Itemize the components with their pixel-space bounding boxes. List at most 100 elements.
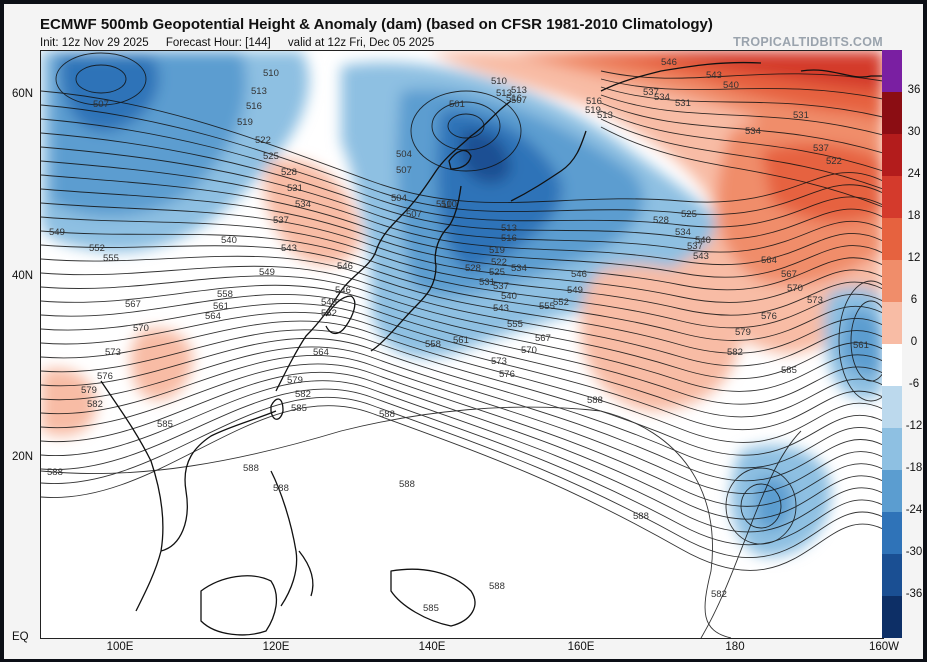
contour-label: 543 [706, 70, 722, 81]
lon-label-160w: 160W [868, 641, 900, 653]
contour-line [41, 405, 883, 571]
contour-line [41, 284, 883, 392]
contour-label: 537 [687, 241, 703, 252]
contour-label: 510 [491, 76, 507, 87]
contour-line [41, 230, 883, 329]
colorbar-tick-label: -36 [905, 587, 923, 600]
brand-watermark: TROPICALTIDBITS.COM [733, 35, 883, 49]
contour-label: 579 [81, 385, 97, 396]
contour-line [600, 78, 883, 100]
contour-label: 537 [813, 143, 829, 154]
contour-label: 516 [246, 101, 262, 112]
contour-label: 579 [735, 327, 751, 338]
valid-time: valid at 12z Fri, Dec 05 2025 [287, 37, 435, 49]
contour-label: 507 [511, 95, 527, 106]
contour-label: 519 [489, 245, 505, 256]
contour-label: 501 [449, 99, 465, 110]
contour-label: 546 [661, 57, 677, 68]
colorbar-tick-label: 24 [907, 167, 921, 180]
colorbar-tick-label: -6 [908, 377, 920, 390]
contour-label: 534 [511, 263, 527, 274]
contour-line [41, 118, 883, 228]
lat-label-40n: 40N [12, 270, 34, 282]
contour-closed [75, 64, 127, 94]
contour-line [41, 355, 883, 495]
contour-line [41, 293, 883, 405]
contour-label: 522 [255, 135, 271, 146]
contour-label: 573 [491, 356, 507, 367]
contour-label: 546 [571, 269, 587, 280]
contour-line [600, 94, 883, 136]
contour-label: 540 [501, 291, 517, 302]
contour-label: 507 [396, 165, 412, 176]
contour-label: 543 [493, 303, 509, 314]
contour-label: 585 [781, 365, 797, 376]
contour-label: 531 [479, 277, 495, 288]
contour-label: 516 [501, 233, 517, 244]
contour-line [600, 126, 883, 208]
contour-label: 519 [585, 105, 601, 116]
contour-label: 519 [237, 117, 253, 128]
lon-label-180: 180 [725, 641, 745, 653]
contour-label: 588 [47, 467, 63, 478]
colorbar-tick-label: 18 [907, 209, 921, 222]
contour-label: 525 [263, 151, 279, 162]
contour-label: 549 [259, 267, 275, 278]
contour-label: 510 [441, 199, 457, 210]
colorbar-swatch [882, 302, 902, 345]
contour-closed [725, 467, 797, 545]
contour-label: 543 [693, 251, 709, 262]
contour-line [600, 70, 883, 82]
contour-closed [838, 280, 883, 402]
contour-label: 552 [321, 308, 337, 319]
colorbar-swatch [882, 596, 902, 638]
contour-line [41, 320, 883, 443]
colorbar-tick-label: -24 [905, 503, 923, 516]
contour-line [41, 337, 883, 469]
contour-label: 558 [217, 289, 233, 300]
contour-label: 567 [125, 299, 141, 310]
colorbar-tick-label: 12 [907, 251, 921, 264]
lon-label-100e: 100E [106, 641, 134, 653]
contour-label: 510 [436, 199, 452, 210]
contour-label: 558 [425, 339, 441, 350]
contour-line [41, 90, 883, 203]
contour-line [41, 132, 883, 240]
contour-label: 528 [281, 167, 297, 178]
chart-subtitle: Init: 12z Nov 29 2025 Forecast Hour: [14… [40, 37, 448, 49]
contour-line [41, 188, 883, 291]
contour-label: 588 [587, 395, 603, 406]
lon-label-140e: 140E [418, 641, 446, 653]
contour-closed [740, 483, 782, 529]
contour-label: 582 [295, 389, 311, 400]
colorbar-swatch [882, 554, 902, 597]
lat-label-60n: 60N [12, 88, 34, 100]
contour-line [600, 86, 883, 118]
contour-label: 564 [313, 347, 329, 358]
contour-closed [55, 52, 147, 106]
contour-label: 537 [643, 87, 659, 98]
contour-label: 531 [675, 98, 691, 109]
contour-line [700, 430, 802, 638]
contour-label: 507 [406, 209, 422, 220]
colorbar-tick-label: -12 [905, 419, 923, 432]
colorbar-swatch [882, 428, 902, 471]
lat-label-eq: EQ [12, 631, 29, 643]
anomaly-colorbar [882, 50, 902, 638]
contour-label: 531 [287, 183, 303, 194]
contour-label: 522 [826, 156, 842, 167]
colorbar-swatch [882, 50, 902, 93]
contour-label: 585 [157, 419, 173, 430]
colorbar-swatch [882, 218, 902, 261]
contour-label: 588 [243, 463, 259, 474]
colorbar-swatch [882, 176, 902, 219]
contour-line [41, 216, 883, 316]
contour-label: 555 [507, 319, 523, 330]
colorbar-tick-label: 6 [910, 293, 918, 306]
contour-label: 582 [727, 347, 743, 358]
contour-label: 513 [496, 88, 512, 99]
contour-line [41, 160, 883, 266]
contour-label: 546 [335, 285, 351, 296]
colorbar-swatch [882, 92, 902, 135]
contour-label: 564 [205, 311, 221, 322]
